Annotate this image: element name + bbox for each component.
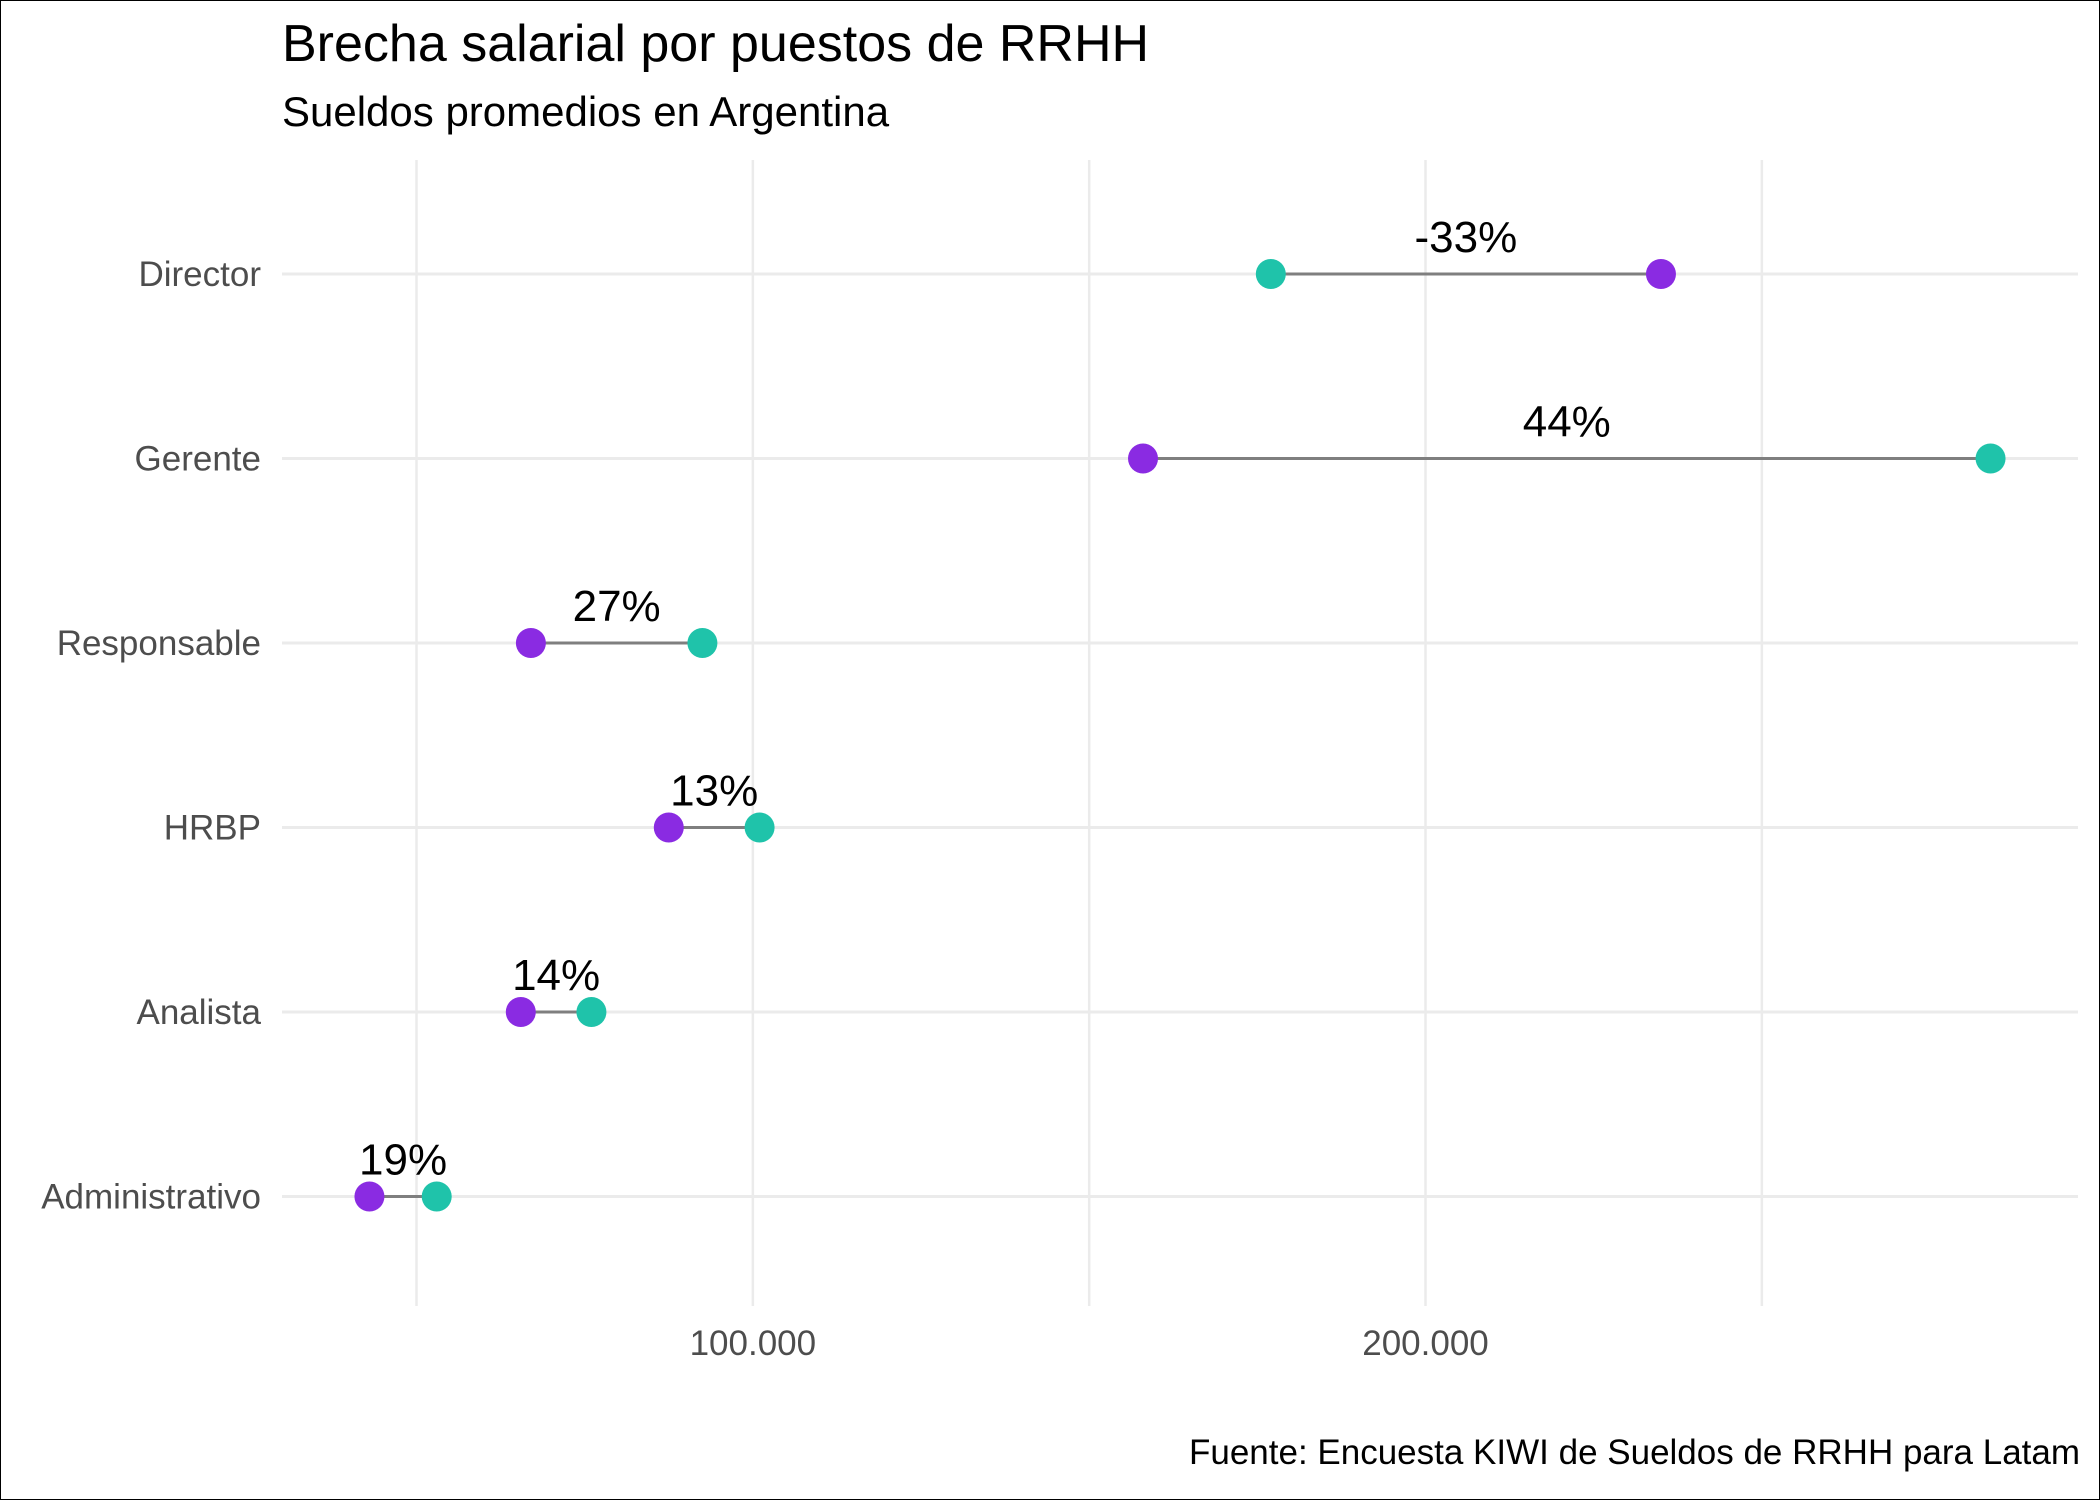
point-teal [1255,259,1286,289]
point-teal [421,1181,452,1212]
point-purple [354,1181,385,1212]
y-tick-label: Director [138,255,261,294]
x-tick-label: 200.000 [1362,1324,1489,1363]
label-layer: -33% 44% 27% 13% 14% 19% [359,213,1611,1185]
point-teal [687,628,718,658]
point-teal [576,997,607,1027]
y-tick-label: Analista [136,993,261,1032]
point-layer [354,259,2006,1212]
y-tick-label: Responsable [57,624,261,663]
gap-label: 27% [573,582,661,631]
x-tick-label: 100.000 [690,1324,817,1363]
y-tick-label: Administrativo [41,1178,261,1217]
chart-title: Brecha salarial por puestos de RRHH [282,15,1150,73]
gap-label: 14% [512,951,600,1000]
y-tick-label: HRBP [164,809,261,848]
point-purple [515,628,546,658]
gap-label: 19% [359,1136,447,1185]
segment-layer [369,272,1991,1198]
gap-label: 44% [1523,398,1611,447]
point-teal [1975,443,2006,474]
chart-subtitle: Sueldos promedios en Argentina [282,88,890,135]
y-tick-label: Gerente [135,440,261,479]
point-purple [1128,443,1159,474]
chart-caption: Fuente: Encuesta KIWI de Sueldos de RRHH… [1188,1433,2080,1472]
point-purple [505,997,536,1027]
point-purple [1645,259,1676,289]
point-purple [653,812,684,843]
axis-layer: Director Gerente Responsable HRBP Analista Ad… [41,255,1489,1363]
grid-layer [282,160,2078,1306]
gap-label: -33% [1415,213,1518,262]
point-teal [744,812,775,843]
gap-label: 13% [670,767,758,816]
